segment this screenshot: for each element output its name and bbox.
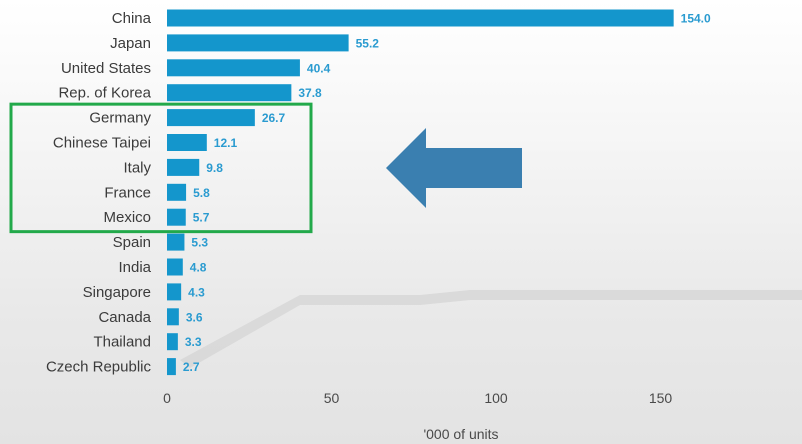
value-label-china: 154.0 [681, 12, 711, 26]
x-tick-label-50: 50 [324, 390, 340, 406]
value-label-france: 5.8 [193, 186, 210, 200]
bar-rep-of-korea [167, 84, 292, 102]
value-label-rep-of-korea: 37.8 [298, 86, 322, 100]
value-label-india: 4.8 [190, 261, 207, 275]
background-shadow-shape [180, 290, 802, 368]
value-label-spain: 5.3 [191, 236, 208, 250]
bar-thailand [167, 333, 178, 351]
category-label-mexico: Mexico [103, 209, 151, 226]
category-label-chinese-taipei: Chinese Taipei [53, 135, 151, 152]
x-tick-label-100: 100 [484, 390, 508, 406]
bar-germany [167, 109, 255, 127]
bar-italy [167, 158, 200, 176]
bar-china [167, 9, 674, 27]
bar-united-states [167, 59, 300, 77]
category-label-germany: Germany [89, 110, 151, 127]
bar-mexico [167, 208, 186, 226]
x-tick-label-0: 0 [163, 390, 171, 406]
category-labels-group: China Japan United States Rep. of Korea Germ… [46, 10, 152, 376]
category-label-india: India [118, 259, 151, 276]
bar-japan [167, 34, 349, 52]
category-label-singapore: Singapore [83, 284, 151, 301]
category-label-thailand: Thailand [93, 334, 151, 351]
category-label-united-states: United States [61, 60, 151, 77]
x-tick-label-150: 150 [649, 390, 673, 406]
bar-singapore [167, 283, 182, 301]
highlight-box [9, 102, 313, 234]
bar-czech-republic [167, 358, 176, 376]
category-label-china: China [112, 10, 152, 27]
value-label-italy: 9.8 [206, 161, 223, 175]
bar-spain [167, 233, 185, 251]
value-label-japan: 55.2 [356, 36, 380, 50]
category-label-italy: Italy [123, 159, 151, 176]
category-label-france: France [104, 184, 151, 201]
category-label-rep-of-korea: Rep. of Korea [58, 85, 151, 102]
left-arrow-icon [386, 128, 522, 208]
x-axis-ticks-group: 0 50 100 150 [163, 390, 672, 406]
bar-india [167, 258, 183, 276]
value-label-germany: 26.7 [262, 111, 286, 125]
value-label-chinese-taipei: 12.1 [214, 136, 238, 150]
value-label-thailand: 3.3 [185, 335, 202, 349]
value-label-czech-republic: 2.7 [183, 360, 200, 374]
bar-france [167, 183, 187, 201]
bars-group [167, 9, 674, 376]
value-label-singapore: 4.3 [188, 285, 205, 299]
bar-chinese-taipei [167, 134, 207, 151]
value-labels-group: 154.0 55.2 40.4 37.8 26.7 12.1 9.8 5.8 5.7 5.3 4.8… [183, 12, 711, 375]
category-label-czech-republic: Czech Republic [46, 359, 152, 376]
bar-canada [167, 308, 179, 326]
category-label-canada: Canada [98, 309, 151, 326]
x-axis-title: '000 of units [423, 426, 498, 442]
value-label-united-states: 40.4 [307, 61, 331, 75]
category-label-spain: Spain [113, 234, 151, 251]
value-label-canada: 3.6 [186, 310, 203, 324]
category-label-japan: Japan [110, 35, 151, 52]
value-label-mexico: 5.7 [193, 211, 210, 225]
